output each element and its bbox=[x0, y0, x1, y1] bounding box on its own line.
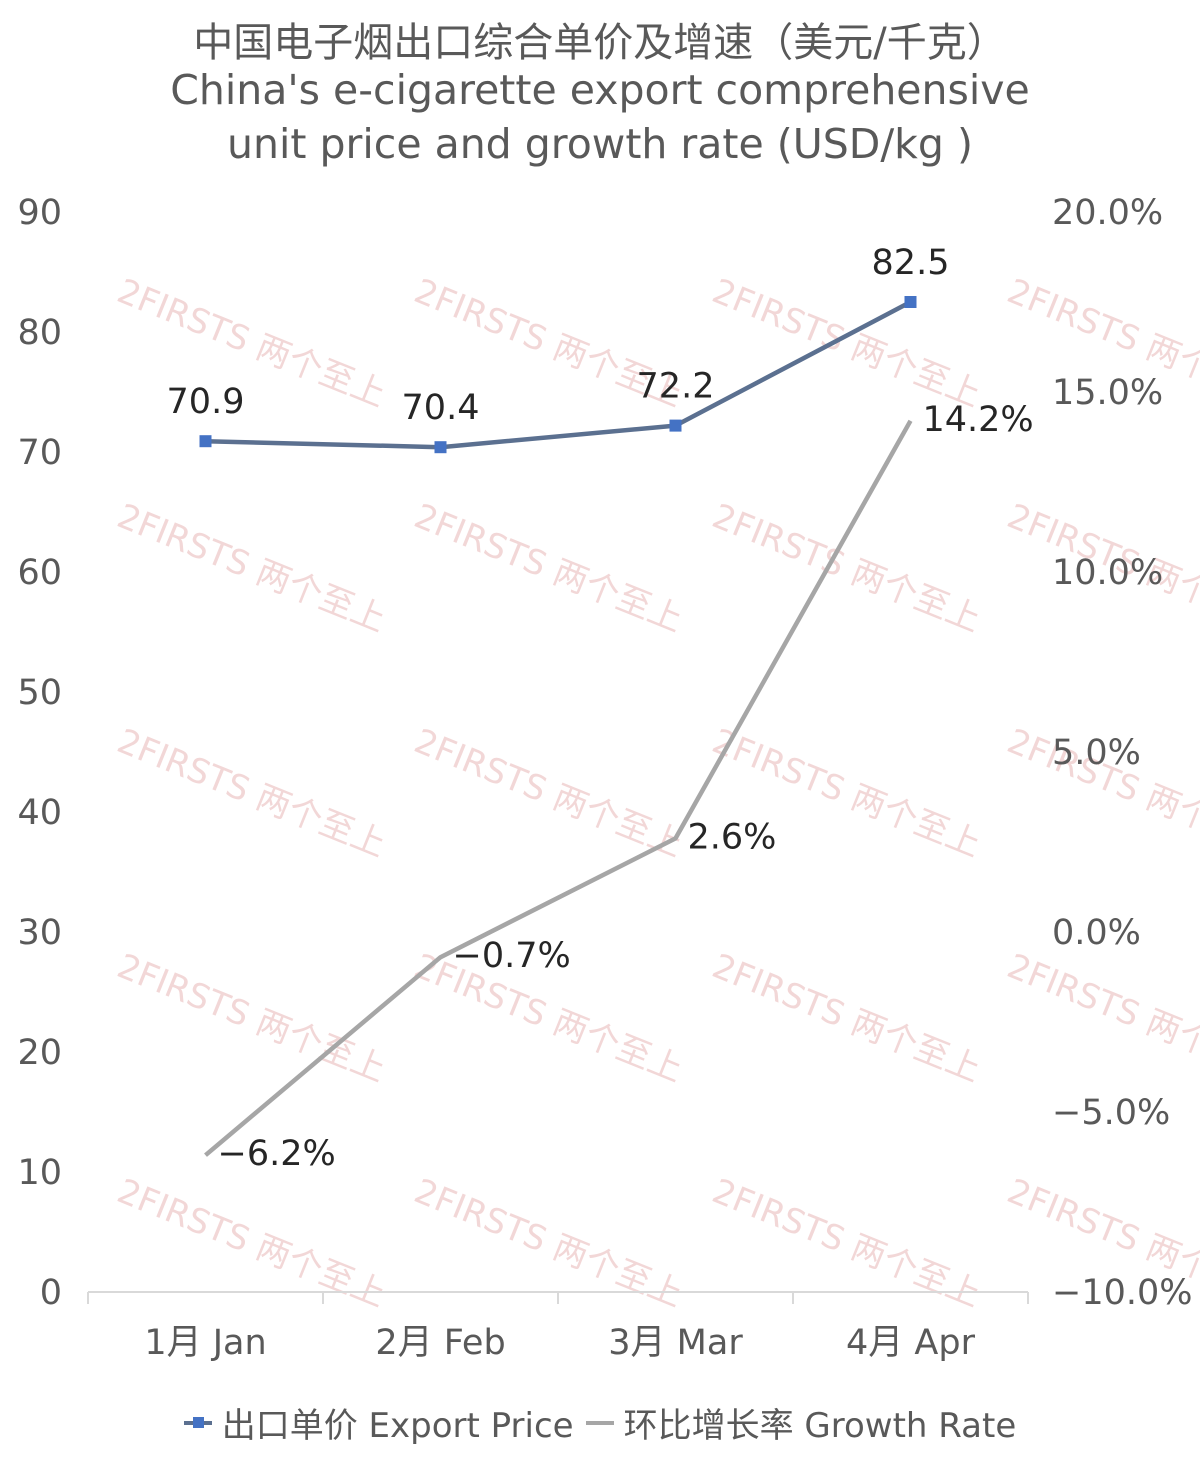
y-axis-right-tick-label: 15.0% bbox=[1052, 373, 1163, 413]
y-axis-right-tick-label: 20.0% bbox=[1052, 193, 1163, 233]
y-axis-left-tick-label: 10 bbox=[17, 1153, 62, 1193]
y-axis-right-tick-label: −5.0% bbox=[1052, 1093, 1170, 1133]
series-layer bbox=[199, 296, 917, 1157]
chart-subtitle-line-2: unit price and growth rate (USD/kg ) bbox=[227, 120, 973, 168]
x-axis-tick-label: 1月 Jan bbox=[144, 1323, 266, 1363]
growth-rate-data-label: −0.7% bbox=[453, 936, 571, 976]
legend-item-growth-rate: 环比增长率 Growth Rate bbox=[585, 1398, 1017, 1447]
export-price-marker bbox=[199, 435, 212, 448]
y-axis-right-tick-label: −10.0% bbox=[1052, 1273, 1193, 1313]
watermark-text: 2FIRSTS 两个至上 bbox=[112, 496, 392, 640]
watermark-text: 2FIRSTS 两个至上 bbox=[1002, 946, 1200, 1090]
export-price-data-label: 72.2 bbox=[637, 367, 715, 407]
watermark-text: 2FIRSTS 两个至上 bbox=[112, 721, 392, 865]
watermark-text: 2FIRSTS 两个至上 bbox=[409, 721, 689, 865]
watermark-text: 2FIRSTS 两个至上 bbox=[707, 496, 987, 640]
watermark-text: 2FIRSTS 两个至上 bbox=[112, 271, 392, 415]
growth-rate-data-label: 2.6% bbox=[688, 817, 777, 857]
watermark-text: 2FIRSTS 两个至上 bbox=[112, 1171, 392, 1315]
growth-rate-data-label: −6.2% bbox=[218, 1134, 336, 1174]
legend-label-growth-rate: 环比增长率 Growth Rate bbox=[623, 1406, 1017, 1446]
y-axis-left-tick-label: 70 bbox=[17, 433, 62, 473]
y-axis-left-tick-label: 90 bbox=[17, 193, 62, 233]
y-axis-right-tick-label: 0.0% bbox=[1052, 913, 1141, 953]
legend-swatch-export-price bbox=[183, 1416, 212, 1428]
legend: 出口单价 Export Price 环比增长率 Growth Rate bbox=[0, 1398, 1200, 1447]
export-price-marker bbox=[669, 419, 682, 432]
legend-item-export-price: 出口单价 Export Price bbox=[183, 1398, 574, 1447]
watermark-text: 2FIRSTS 两个至上 bbox=[707, 946, 987, 1090]
y-axis-left-tick-label: 80 bbox=[17, 313, 62, 353]
y-axis-right-tick-label: 5.0% bbox=[1052, 733, 1141, 773]
legend-label-export-price: 出口单价 Export Price bbox=[221, 1406, 574, 1446]
y-axis-left-tick-label: 30 bbox=[17, 913, 62, 953]
chart-subtitle-line-1: China's e-cigarette export comprehensive bbox=[170, 66, 1030, 114]
export-price-data-label: 70.4 bbox=[402, 388, 480, 428]
chart-title: 中国电子烟出口综合单价及增速（美元/千克） bbox=[193, 20, 1007, 66]
growth-rate-data-label: 14.2% bbox=[923, 400, 1034, 440]
x-axis-tick-label: 4月 Apr bbox=[846, 1323, 976, 1363]
y-axis-left-tick-label: 40 bbox=[17, 793, 62, 833]
watermark-text: 2FIRSTS 两个至上 bbox=[707, 271, 987, 415]
legend-marker-export-price bbox=[192, 1416, 204, 1428]
watermark-text: 2FIRSTS 两个至上 bbox=[409, 1171, 689, 1315]
export-price-data-label: 70.9 bbox=[167, 382, 245, 422]
watermark-text: 2FIRSTS 两个至上 bbox=[409, 496, 689, 640]
export-price-line bbox=[205, 300, 912, 450]
y-axis-right-tick-label: 10.0% bbox=[1052, 553, 1163, 593]
data-labels-layer: 70.9 70.4 72.2 82.5 −6.2% −0.7% 2.6% 14.2% bbox=[167, 243, 1034, 1174]
export-price-marker bbox=[434, 441, 447, 454]
axes-layer: 1月 Jan 2月 Feb 3月 Mar 4月 Apr 0 10 20 30 40 50 60 70 8… bbox=[17, 193, 1192, 1363]
y-axis-left-tick-label: 60 bbox=[17, 553, 62, 593]
legend-swatch-growth-rate bbox=[585, 1420, 614, 1425]
watermark-text: 2FIRSTS 两个至上 bbox=[707, 1171, 987, 1315]
export-price-data-label: 82.5 bbox=[872, 243, 950, 283]
growth-rate-line bbox=[204, 419, 913, 1157]
watermark-text: 2FIRSTS 两个至上 bbox=[112, 946, 392, 1090]
export-price-marker bbox=[904, 296, 917, 308]
y-axis-left-tick-label: 20 bbox=[17, 1033, 62, 1073]
y-axis-left-tick-label: 0 bbox=[40, 1273, 62, 1313]
x-axis-tick-label: 3月 Mar bbox=[608, 1323, 743, 1363]
y-axis-left-tick-label: 50 bbox=[17, 673, 62, 713]
x-axis-tick-label: 2月 Feb bbox=[375, 1323, 505, 1363]
